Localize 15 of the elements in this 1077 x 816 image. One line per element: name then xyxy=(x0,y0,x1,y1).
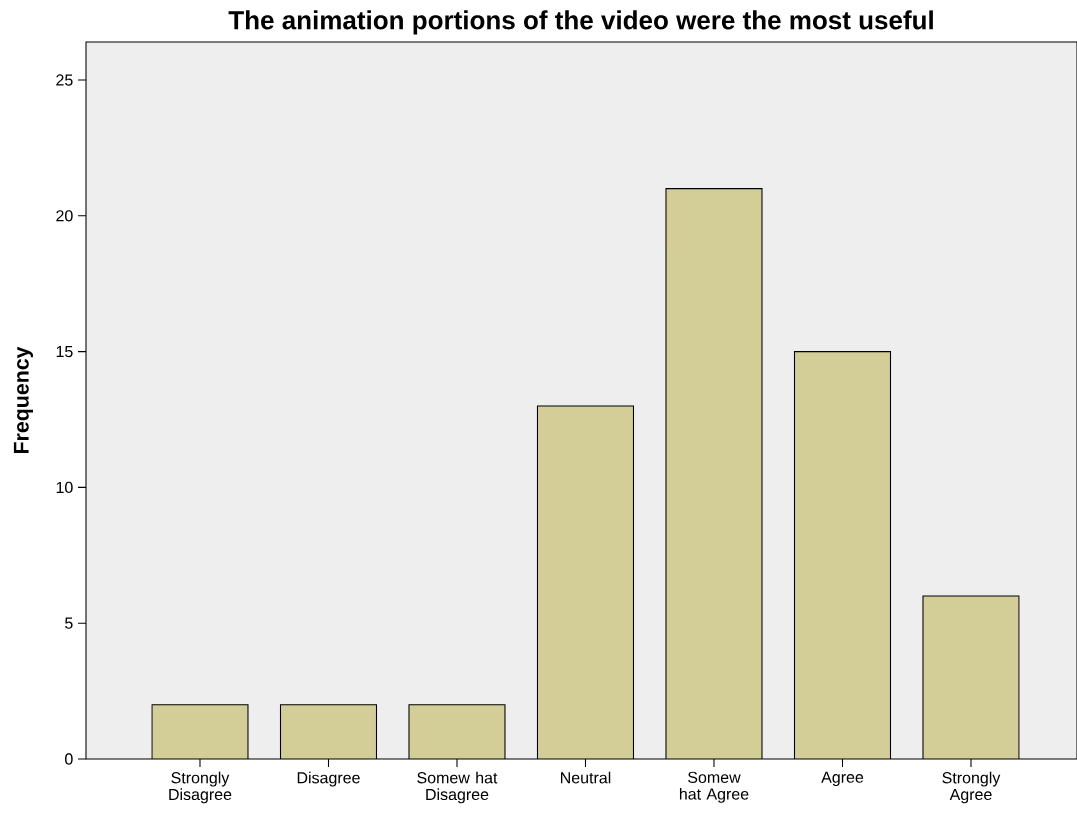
y-tick-label: 20 xyxy=(56,210,73,222)
x-tick-label: Disagree xyxy=(297,771,360,787)
x-tick-label: Agree xyxy=(821,771,864,787)
y-tick-label: 25 xyxy=(56,74,73,86)
y-tick-label: 5 xyxy=(65,617,73,629)
chart-title: The animation portions of the video were the most useful xyxy=(228,10,933,35)
y-tick-label: 0 xyxy=(65,753,73,765)
x-tick-label: Neutral xyxy=(561,771,611,784)
y-tick-label: 15 xyxy=(56,346,73,358)
x-tick-label: Somew hat Agree xyxy=(679,771,749,803)
y-axis-title: Frequency xyxy=(13,346,34,454)
x-tick-label: Somew hat Disagree xyxy=(417,771,498,804)
x-tick-label: Strongly Disagree xyxy=(169,771,232,804)
y-tick-label: 10 xyxy=(56,481,73,494)
x-tick-label: Strongly Agree xyxy=(942,771,1001,804)
